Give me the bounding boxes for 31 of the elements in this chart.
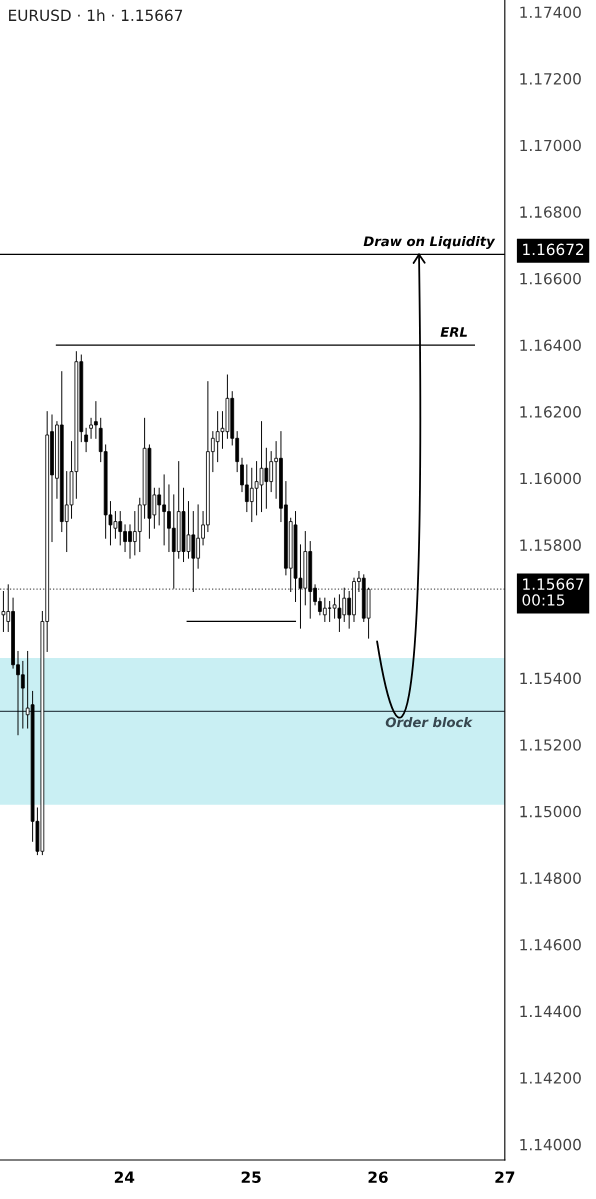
y-tick-label: 1.15400: [520, 672, 581, 685]
y-tick-label: 1.17400: [520, 6, 581, 19]
x-tick-label: 26: [368, 1171, 388, 1183]
candlestick: [84, 427, 88, 453]
chart-title: EURUSD · 1h · 1.15667: [9, 9, 183, 22]
y-tick-label: 1.16200: [520, 406, 581, 418]
candlestick: [1, 591, 6, 632]
y-tick-label: 1.16000: [520, 472, 581, 485]
y-tick-label: 1.14400: [520, 1005, 581, 1018]
x-tick-label: 25: [241, 1171, 261, 1183]
y-tick-label: 1.14200: [520, 1072, 581, 1084]
x-tick-label: 24: [114, 1171, 135, 1183]
ref-line-label: Draw on Liquidity: [363, 236, 496, 249]
y-tick-label: 1.16400: [520, 339, 581, 352]
y-tick-label: 1.15000: [520, 805, 581, 818]
y-tick-label: 1.17200: [520, 73, 581, 85]
y-tick-label: 1.15200: [520, 739, 581, 751]
x-tick-label: 27: [495, 1171, 515, 1183]
y-tick-label: 1.16600: [520, 272, 581, 285]
y-tick-label: 1.14800: [520, 872, 581, 884]
y-tick-label: 1.15800: [520, 539, 581, 551]
candlestick: [337, 594, 342, 632]
y-tick-label: 1.16800: [520, 206, 581, 218]
text: 1.15667 00:15: [522, 578, 584, 606]
annotation: ERL: [440, 327, 467, 337]
candlestick: [20, 660, 25, 729]
annotation: Order block: [385, 716, 473, 728]
y-tick-label: 1.17000: [520, 139, 581, 152]
text: 1.16672: [523, 243, 584, 256]
y-tick-label: 1.14600: [520, 939, 581, 951]
y-tick-label: 1.14000: [520, 1138, 581, 1151]
